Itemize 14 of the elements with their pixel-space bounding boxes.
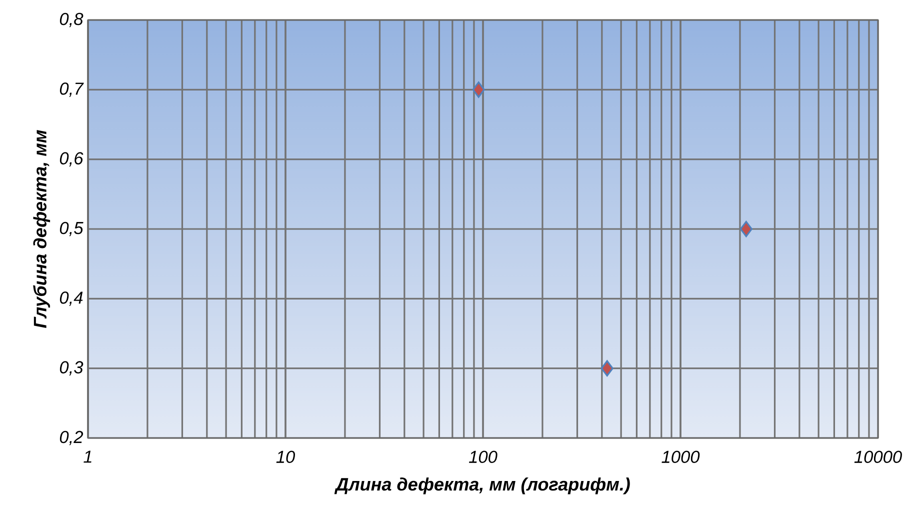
x-tick-label: 1000 <box>662 450 700 463</box>
x-tick-label: 1 <box>84 450 92 463</box>
y-tick-label: 0,2 <box>60 430 84 446</box>
y-tick-label: 0,4 <box>60 292 83 306</box>
y-tick-label: 0,8 <box>60 12 84 28</box>
x-tick-label: 10 <box>276 450 295 463</box>
x-tick-label: 100 <box>468 450 498 463</box>
x-tick-label: 10000 <box>854 450 902 463</box>
y-tick-label: 0,6 <box>60 152 84 166</box>
y-axis-title: Глубина дефекта, мм <box>33 130 50 328</box>
y-tick-label: 0,5 <box>60 222 84 236</box>
x-axis-title: Длина дефекта, мм (логарифм.) <box>334 477 630 494</box>
y-tick-label: 0,3 <box>60 361 84 376</box>
y-tick-label: 0,7 <box>60 82 84 97</box>
